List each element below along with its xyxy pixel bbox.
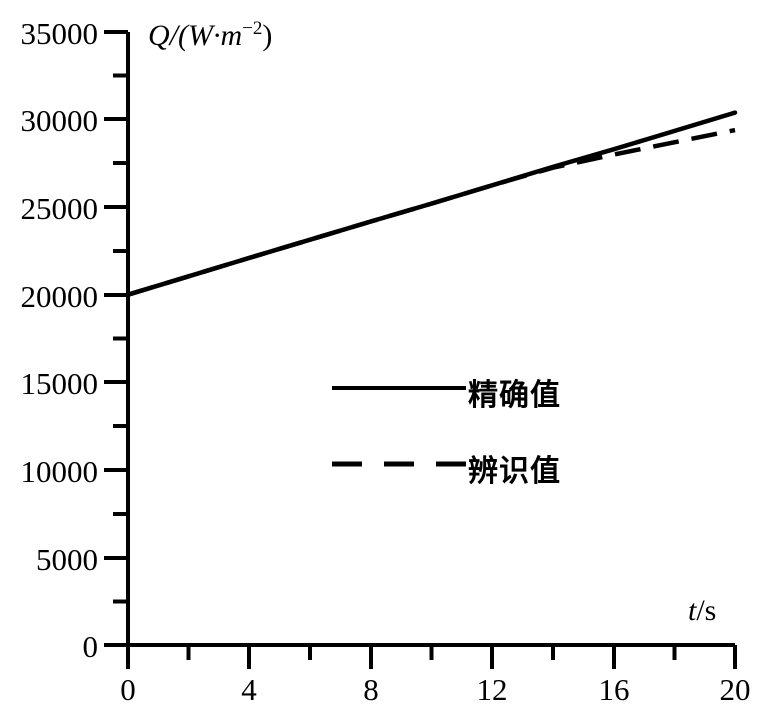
legend-label-exact: 精确值 [468, 378, 561, 413]
y-tick-label-0: 0 [82, 629, 99, 664]
y-axis-title-symbol: Q/(W·m [148, 19, 243, 52]
x-tick-label-4: 4 [241, 672, 257, 707]
x-axis-title: t/s [688, 594, 716, 628]
axis-lines [126, 32, 735, 647]
legend-label-identified: 辨识值 [468, 454, 561, 489]
x-major-ticks [126, 645, 737, 669]
y-minor-ticks [113, 73, 128, 604]
y-axis-title-exponent: −2 [242, 18, 263, 39]
x-axis-title-symbol: t [688, 594, 697, 627]
y-tick-label-20000: 20000 [20, 279, 99, 314]
x-tick-label-0: 0 [120, 672, 136, 707]
series-line-identified [127, 127, 736, 297]
y-tick-label-15000: 15000 [20, 366, 99, 401]
y-axis-title-tail: ) [262, 19, 273, 52]
y-tick-label-5000: 5000 [36, 542, 98, 577]
y-tick-label-25000: 25000 [20, 191, 99, 226]
x-tick-label-20: 20 [719, 672, 751, 707]
x-tick-label-8: 8 [363, 672, 379, 707]
y-tick-label-30000: 30000 [20, 103, 99, 138]
legend-swatches [332, 386, 466, 467]
x-axis-title-unit: /s [696, 594, 717, 627]
x-tick-label-16: 16 [598, 672, 630, 707]
y-tick-label-10000: 10000 [20, 454, 99, 489]
y-major-ticks [104, 30, 128, 647]
y-tick-label-35000: 35000 [20, 16, 99, 51]
series-line-exact [125, 110, 738, 297]
x-minor-ticks [186, 645, 677, 660]
y-axis-title: Q/(W·m−2) [148, 18, 272, 53]
x-tick-label-12: 12 [476, 672, 508, 707]
